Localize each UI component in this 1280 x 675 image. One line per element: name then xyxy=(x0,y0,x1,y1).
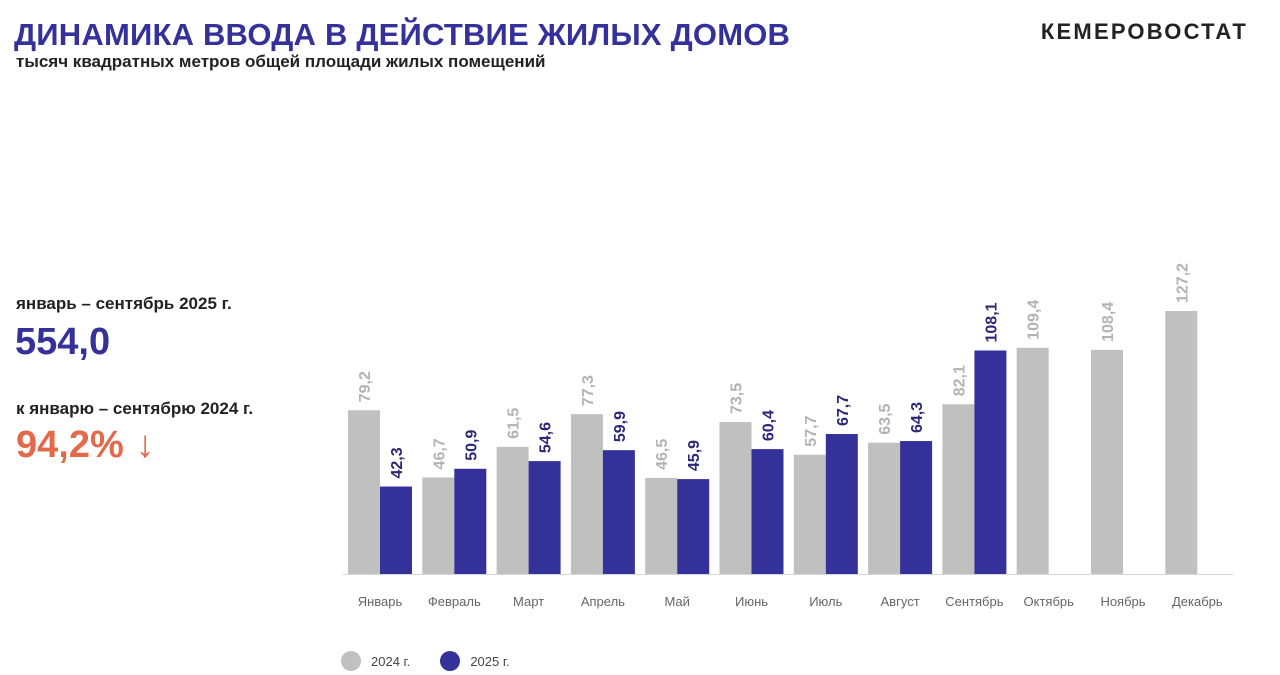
x-tick-label-10: Октябрь xyxy=(1024,594,1075,609)
bar-2025-2 xyxy=(454,468,487,574)
data-label-2024-2: 46,7 xyxy=(431,438,448,469)
percent-change: 94,2% ↓ xyxy=(16,424,155,467)
data-label-2024-10: 109,4 xyxy=(1026,300,1043,340)
bar-2025-1 xyxy=(380,486,412,574)
data-label-2025-3: 54,6 xyxy=(538,422,555,453)
bar-2025-5 xyxy=(677,479,710,574)
data-label-2025-6: 60,4 xyxy=(761,410,778,441)
legend-label-2024: 2024 г. xyxy=(371,653,411,669)
bar-2025-4 xyxy=(602,450,635,574)
x-tick-label-9: Сентябрь xyxy=(945,594,1003,609)
bar-2024-1 xyxy=(348,410,380,574)
data-label-2025-8: 64,3 xyxy=(909,402,926,433)
x-tick-label-12: Декабрь xyxy=(1172,594,1223,609)
data-label-2024-1: 79,2 xyxy=(357,371,374,402)
bar-2025-9 xyxy=(974,350,1007,574)
legend-item-2024: 2024 г. xyxy=(341,651,410,671)
data-label-2024-4: 77,3 xyxy=(580,375,597,406)
data-label-2025-9: 108,1 xyxy=(983,302,1000,342)
bar-2024-11 xyxy=(1091,349,1123,574)
x-tick-label-7: Июль xyxy=(809,594,842,609)
arrow-down-icon: ↓ xyxy=(135,424,155,466)
x-tick-label-2: Февраль xyxy=(428,594,481,609)
x-tick-label-4: Апрель xyxy=(581,594,625,609)
legend-swatch-2024 xyxy=(341,651,361,671)
period-label: январь – сентябрь 2025 г. xyxy=(16,294,232,313)
legend-label-2025: 2025 г. xyxy=(470,653,510,669)
data-label-2025-7: 67,7 xyxy=(835,395,852,426)
bar-2024-7 xyxy=(793,454,826,574)
data-label-2024-11: 108,4 xyxy=(1100,302,1117,342)
bar-2024-5 xyxy=(645,477,678,574)
total-value: 554,0 xyxy=(15,321,111,363)
page-subtitle: тысяч квадратных метров общей площади жи… xyxy=(16,52,546,71)
legend-swatch-2025 xyxy=(440,651,461,671)
x-tick-label-5: Май xyxy=(664,594,689,609)
x-tick-label-8: Август xyxy=(881,594,920,609)
bar-2024-2 xyxy=(422,477,455,574)
legend-item-2025: 2025 г. xyxy=(440,651,510,671)
data-label-2024-5: 46,5 xyxy=(654,439,671,470)
chart-legend: 2024 г. 2025 г. xyxy=(341,650,540,672)
data-label-2024-6: 73,5 xyxy=(729,383,746,414)
bar-2024-3 xyxy=(496,446,529,574)
compare-label: к январю – сентябрю 2024 г. xyxy=(16,399,254,418)
bar-2024-4 xyxy=(570,414,603,574)
bar-2024-10 xyxy=(1016,347,1049,574)
data-label-2025-4: 59,9 xyxy=(612,411,629,442)
data-label-2025-2: 50,9 xyxy=(463,430,480,461)
x-tick-label-6: Июнь xyxy=(735,594,768,609)
bar-2025-7 xyxy=(825,434,858,574)
bar-2024-9 xyxy=(942,404,975,574)
data-label-2024-3: 61,5 xyxy=(506,408,523,439)
bar-2025-6 xyxy=(751,449,784,574)
bar-2025-8 xyxy=(900,441,933,574)
data-label-2024-12: 127,2 xyxy=(1174,263,1191,303)
percent-value: 94,2% xyxy=(16,424,124,466)
data-label-2025-5: 45,9 xyxy=(686,440,703,471)
bar-2025-3 xyxy=(528,461,561,574)
bar-2024-6 xyxy=(719,422,752,574)
page-title: ДИНАМИКА ВВОДА В ДЕЙСТВИЕ ЖИЛЫХ ДОМОВ xyxy=(14,17,791,52)
brand-logo: КЕМЕРОВОСТАТ xyxy=(1040,19,1248,44)
data-label-2024-8: 63,5 xyxy=(877,403,894,434)
x-tick-label-3: Март xyxy=(513,594,544,609)
data-label-2024-7: 57,7 xyxy=(803,415,820,446)
bar-2024-12 xyxy=(1165,311,1198,574)
bar-2024-8 xyxy=(868,442,901,574)
data-label-2025-1: 42,3 xyxy=(389,447,406,478)
x-tick-label-1: Январь xyxy=(358,594,403,609)
x-tick-label-11: Ноябрь xyxy=(1100,594,1145,609)
data-label-2024-9: 82,1 xyxy=(951,365,968,396)
